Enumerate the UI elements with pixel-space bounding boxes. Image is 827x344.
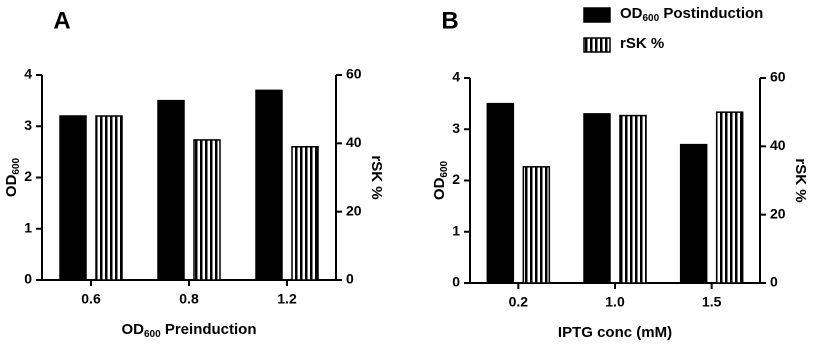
bar bbox=[522, 166, 551, 284]
y-tick-label: 3 bbox=[24, 117, 32, 133]
text-part: Preinduction bbox=[161, 321, 257, 338]
bar bbox=[679, 143, 708, 284]
text-part: 600 bbox=[11, 157, 22, 174]
x-tick-label: 1.0 bbox=[605, 294, 625, 310]
y-tick-label: 2 bbox=[452, 171, 460, 187]
x-tick-label: 1.5 bbox=[702, 294, 722, 310]
legend-label: OD600 Postinduction bbox=[620, 5, 763, 24]
y-tick-label: 1 bbox=[452, 222, 460, 238]
x-tick-label: 0.2 bbox=[509, 294, 529, 310]
y-tick-label: 4 bbox=[452, 69, 460, 85]
x-axis-label: IPTG conc (mM) bbox=[558, 324, 672, 341]
legend-label: rSK % bbox=[620, 35, 664, 52]
legend-swatch bbox=[583, 37, 611, 53]
y-tick-label: 4 bbox=[24, 66, 32, 82]
x-tick-label: 0.6 bbox=[81, 291, 101, 307]
text-part: OD bbox=[431, 177, 448, 200]
bar bbox=[193, 139, 221, 281]
bar bbox=[95, 115, 123, 281]
y-axis-label: OD600 bbox=[431, 160, 450, 200]
y2-tick-label: 40 bbox=[770, 137, 786, 153]
y2-tick-label: 40 bbox=[346, 134, 362, 150]
text-part: OD bbox=[121, 321, 144, 338]
y2-axis-label: rSK % bbox=[368, 155, 385, 199]
bar bbox=[486, 102, 515, 284]
y2-axis-label: rSK % bbox=[792, 158, 809, 202]
y-tick-label: 0 bbox=[24, 271, 32, 287]
x-axis-label: OD600 Preinduction bbox=[121, 321, 256, 340]
y2-tick-label: 0 bbox=[346, 271, 354, 287]
text-part: 600 bbox=[439, 160, 450, 177]
y2-tick-label: 0 bbox=[770, 274, 778, 290]
bar bbox=[619, 114, 647, 284]
bar bbox=[715, 111, 744, 284]
y-tick-label: 3 bbox=[452, 120, 460, 136]
text-part: Postinduction bbox=[659, 5, 763, 22]
x-tick-label: 1.2 bbox=[277, 291, 297, 307]
text-part: 600 bbox=[144, 329, 161, 340]
text-part: 600 bbox=[643, 13, 660, 24]
y-tick-label: 2 bbox=[24, 168, 32, 184]
bar bbox=[583, 113, 611, 284]
y2-tick-label: 60 bbox=[770, 69, 786, 85]
y2-tick-label: 20 bbox=[346, 202, 362, 218]
bar bbox=[157, 99, 185, 281]
text-part: rSK % bbox=[620, 35, 664, 52]
bar bbox=[255, 89, 283, 281]
y-axis-label: OD600 bbox=[3, 157, 22, 197]
legend-swatch bbox=[583, 7, 611, 23]
text-part: IPTG conc (mM) bbox=[558, 324, 672, 341]
y2-tick-label: 60 bbox=[346, 66, 362, 82]
bar bbox=[59, 115, 87, 281]
text-part: OD bbox=[3, 174, 20, 197]
panel-label: B bbox=[441, 7, 458, 34]
text-part: OD bbox=[620, 5, 643, 22]
y-tick-label: 1 bbox=[24, 219, 32, 235]
y2-tick-label: 20 bbox=[770, 205, 786, 221]
x-tick-label: 0.8 bbox=[179, 291, 199, 307]
bar bbox=[291, 146, 319, 281]
panel-label: A bbox=[53, 7, 70, 34]
y-tick-label: 0 bbox=[452, 274, 460, 290]
